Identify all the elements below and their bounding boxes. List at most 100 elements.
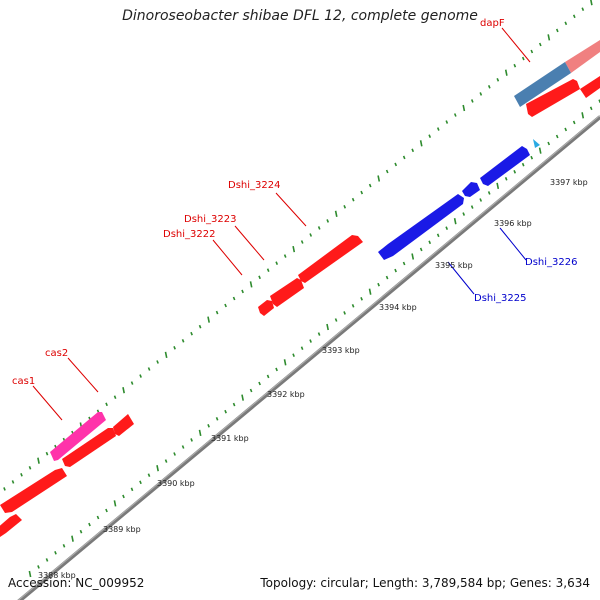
gene-dapF-pale[interactable]	[565, 40, 600, 73]
reverse-genes	[378, 146, 530, 260]
gene-forward-4[interactable]	[113, 414, 134, 436]
inner-tick	[394, 268, 397, 273]
inner-tick	[122, 494, 125, 499]
outer-tick	[190, 331, 193, 336]
gene-dshi-3224[interactable]	[298, 235, 363, 283]
gene-forward-1[interactable]	[0, 514, 22, 537]
accession-label: Accession: NC_009952	[8, 576, 145, 590]
label-dshi-3226: Dshi_3226	[525, 257, 577, 268]
outer-tick	[173, 346, 176, 350]
callout-dshi-3222	[212, 239, 243, 276]
gene-forward-6[interactable]	[580, 76, 600, 98]
gene-forward-3[interactable]	[62, 428, 116, 467]
outer-tick	[20, 473, 23, 477]
inner-tick	[419, 247, 423, 252]
callout-dshi-3223	[234, 225, 265, 261]
inner-tick	[62, 544, 66, 548]
outer-tick	[538, 42, 542, 47]
inner-tick	[402, 261, 406, 266]
inner-tick	[334, 318, 338, 322]
outer-tick	[547, 34, 551, 41]
inner-tick	[547, 141, 551, 146]
callout-dapF	[501, 27, 531, 63]
outer-tick	[198, 324, 202, 329]
gene-callouts	[32, 27, 531, 421]
gene-reverse-small[interactable]	[462, 182, 480, 197]
inner-tick	[71, 535, 74, 542]
position-marker-icon	[533, 139, 540, 148]
inner-tick	[156, 465, 159, 472]
inner-tick	[113, 500, 117, 507]
outer-tick	[394, 162, 398, 167]
label-dshi-3224: Dshi_3224	[228, 180, 280, 191]
outer-tick	[326, 219, 330, 223]
outer-tick	[402, 155, 406, 160]
gene-cas1[interactable]	[50, 412, 106, 461]
gene-dshi-3223[interactable]	[270, 278, 304, 307]
inner-tick	[309, 339, 312, 343]
inner-tick	[28, 570, 32, 578]
inner-tick	[368, 288, 372, 295]
outer-tick	[275, 261, 279, 265]
outer-tick	[496, 78, 500, 82]
inner-tick	[581, 112, 585, 119]
label-dshi-3222: Dshi_3222	[163, 229, 215, 240]
scale-label-3388: 3388 kbp	[38, 571, 76, 580]
outer-tick	[419, 140, 423, 147]
inner-tick	[105, 508, 108, 513]
outer-tick	[207, 316, 210, 323]
outer-tick	[428, 134, 432, 138]
inner-tick	[258, 381, 261, 386]
outer-tick	[351, 197, 355, 202]
inner-tick-track	[28, 99, 600, 578]
inner-tick	[479, 198, 483, 202]
inner-tick	[453, 218, 457, 225]
gene-forward-2[interactable]	[0, 468, 67, 513]
inner-tick	[79, 529, 83, 534]
outer-tick	[45, 451, 49, 456]
inner-tick	[428, 240, 432, 245]
inner-tick	[589, 106, 593, 111]
outer-tick	[360, 190, 364, 195]
callout-dshi-3224	[275, 192, 307, 227]
outer-tick	[37, 457, 40, 464]
inner-tick	[283, 359, 287, 366]
outer-tick	[139, 374, 142, 378]
inner-tick	[351, 304, 355, 308]
outer-tick	[181, 339, 185, 343]
inner-tick	[147, 473, 151, 477]
scale-label-3396: 3396 kbp	[494, 219, 532, 228]
inner-tick	[207, 424, 210, 428]
outer-tick	[462, 104, 466, 112]
outer-tick	[411, 148, 415, 153]
gene-dshi-3226[interactable]	[480, 146, 530, 186]
outer-tick	[130, 381, 134, 385]
inner-tick	[96, 515, 100, 520]
inner-tick	[385, 275, 389, 280]
outer-tick	[164, 351, 168, 359]
outer-tick	[28, 466, 32, 470]
gene-forward-5[interactable]	[526, 79, 580, 117]
inner-tick	[37, 565, 40, 569]
inner-tick	[513, 170, 517, 174]
outer-tick	[445, 120, 449, 124]
scale-label-3392: 3392 kbp	[267, 390, 305, 399]
forward-genes	[0, 40, 600, 537]
gene-dshi-3222[interactable]	[258, 300, 274, 316]
outer-tick	[590, 0, 593, 6]
gene-dshi-3225[interactable]	[378, 194, 464, 260]
outer-tick	[300, 240, 304, 244]
callout-dshi-3226	[499, 227, 527, 261]
outer-tick	[470, 99, 474, 103]
gene-dapF[interactable]	[514, 62, 571, 107]
topology-summary: Topology: circular; Length: 3,789,584 bp…	[260, 576, 590, 590]
outer-tick	[436, 127, 440, 131]
outer-tick	[385, 169, 389, 174]
inner-tick	[164, 459, 168, 463]
scale-label-3389: 3389 kbp	[103, 525, 141, 534]
outer-tick	[215, 310, 219, 315]
inner-tick	[470, 205, 474, 209]
outer-tick	[334, 210, 338, 217]
inner-tick	[241, 394, 244, 401]
label-cas1: cas1	[12, 376, 35, 387]
